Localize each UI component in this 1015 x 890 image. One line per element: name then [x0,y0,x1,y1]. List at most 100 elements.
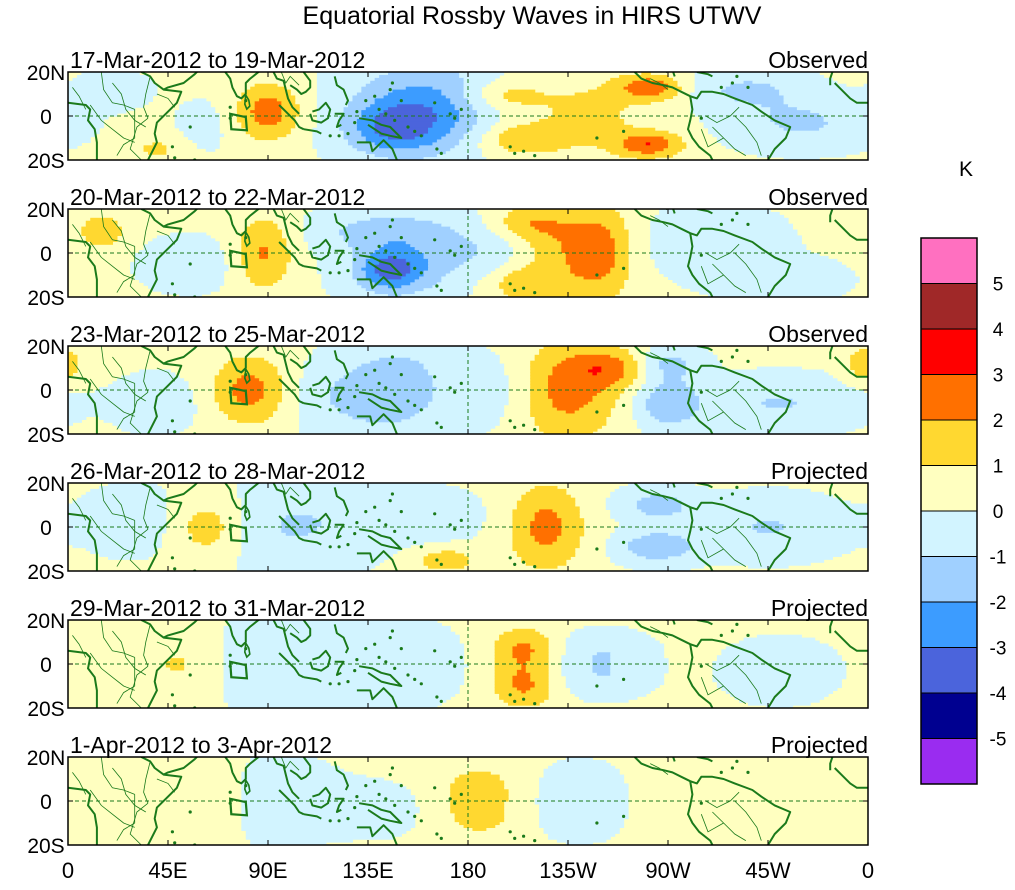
island [595,547,599,551]
field-cell [610,664,669,668]
field-cell [241,550,398,554]
field-cell [76,74,149,79]
field-cell [432,142,460,146]
field-cell [552,404,585,409]
field-cell [236,398,260,403]
country-border [712,811,747,841]
field-cell [236,381,265,385]
field-cell [494,643,518,647]
field-cell [374,101,451,105]
country-border [712,400,747,430]
field-cell [636,500,682,505]
field-cell [494,687,518,691]
field-cell [263,392,282,397]
field-cell [588,369,602,373]
field-cell [552,366,594,371]
field-cell [356,366,425,371]
island [188,536,192,540]
field-cell [436,154,482,158]
field-cell [539,815,629,820]
field-cell [254,107,282,111]
field-cell [68,518,167,522]
field-cell [534,250,562,254]
field-cell [268,255,291,260]
field-cell [303,366,358,371]
field-cell [721,652,838,656]
field-cell [863,83,868,88]
field-cell [316,346,487,350]
country-border [143,761,151,804]
field-cell [428,127,451,132]
field-cell [121,428,185,432]
coastline [665,209,676,214]
field-cell [68,89,158,94]
field-cell [592,669,611,674]
field-cell [539,812,629,817]
field-cell [703,121,776,126]
field-cell [228,620,438,624]
field-cell [374,154,438,158]
island [170,145,174,149]
island [453,116,457,120]
field-cell [596,145,625,149]
island [328,134,332,138]
coastline [665,620,676,625]
field-cell [241,774,367,779]
field-cell [259,398,282,403]
field-cell [681,503,868,508]
field-cell [241,535,474,540]
field-cell [414,291,474,295]
coastline [333,487,349,517]
island [228,653,232,657]
island [522,560,526,564]
field-cell [152,288,220,292]
field-cell [556,238,616,242]
colorbar-swatch [920,465,978,512]
field-cell [454,104,474,108]
field-cell [241,527,282,531]
field-cell [250,759,327,764]
field-cell [68,145,78,149]
y-tick-label: 20N [27,199,66,222]
island [377,244,381,248]
field-cell [241,121,260,126]
island [453,801,457,805]
field-cell [779,124,825,129]
field-cell [499,282,625,286]
field-cell [196,512,216,516]
field-cell [241,92,291,97]
field-cell [556,759,607,764]
coastline [689,90,792,160]
field-cell [241,553,394,557]
field-cell [68,80,154,85]
field-cell [539,118,625,123]
island [735,74,739,78]
island [435,147,439,151]
field-cell [823,124,868,129]
coastline [309,512,332,535]
coastline [68,649,98,708]
island [439,425,443,429]
field-cell [316,151,367,155]
panel-field [68,620,868,708]
coastline [334,386,345,402]
country-border [156,230,176,245]
field-cell [85,491,167,496]
island [346,680,350,684]
field-cell [712,666,847,671]
country-border [100,483,135,521]
field-cell [303,375,345,379]
field-cell [650,532,669,537]
field-cell [232,387,265,391]
colorbar-level-label: 5 [993,275,1004,296]
field-cell [574,92,634,97]
field-cell [241,515,287,519]
field-cell [454,812,505,817]
field-cell [530,381,549,385]
country-border [156,504,176,519]
reference-box [228,249,249,269]
island [384,249,388,253]
country-border [700,129,724,148]
field-cell [450,786,505,790]
field-cell [330,392,434,397]
